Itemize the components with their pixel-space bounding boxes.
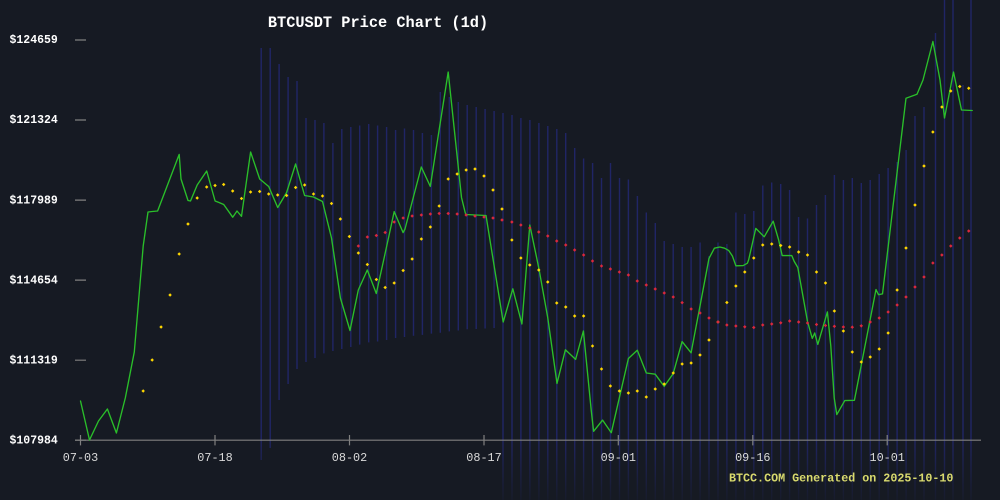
svg-text:07-03: 07-03 — [63, 451, 98, 465]
svg-text:08-02: 08-02 — [332, 451, 367, 465]
svg-text:09-16: 09-16 — [735, 451, 770, 465]
svg-text:$111319: $111319 — [10, 354, 58, 367]
svg-text:08-17: 08-17 — [466, 451, 501, 465]
svg-text:$114654: $114654 — [10, 274, 58, 287]
svg-text:BTCUSDT Price Chart (1d): BTCUSDT Price Chart (1d) — [268, 14, 488, 32]
svg-text:$124659: $124659 — [10, 34, 58, 47]
svg-text:09-01: 09-01 — [601, 451, 636, 465]
svg-text:BTCC.COM Generated on 2025-10-: BTCC.COM Generated on 2025-10-10 — [729, 472, 953, 486]
svg-text:07-18: 07-18 — [197, 451, 232, 465]
svg-text:10-01: 10-01 — [869, 451, 904, 465]
svg-text:$107984: $107984 — [10, 434, 58, 447]
svg-text:$121324: $121324 — [10, 114, 58, 127]
svg-text:$117989: $117989 — [10, 194, 58, 207]
